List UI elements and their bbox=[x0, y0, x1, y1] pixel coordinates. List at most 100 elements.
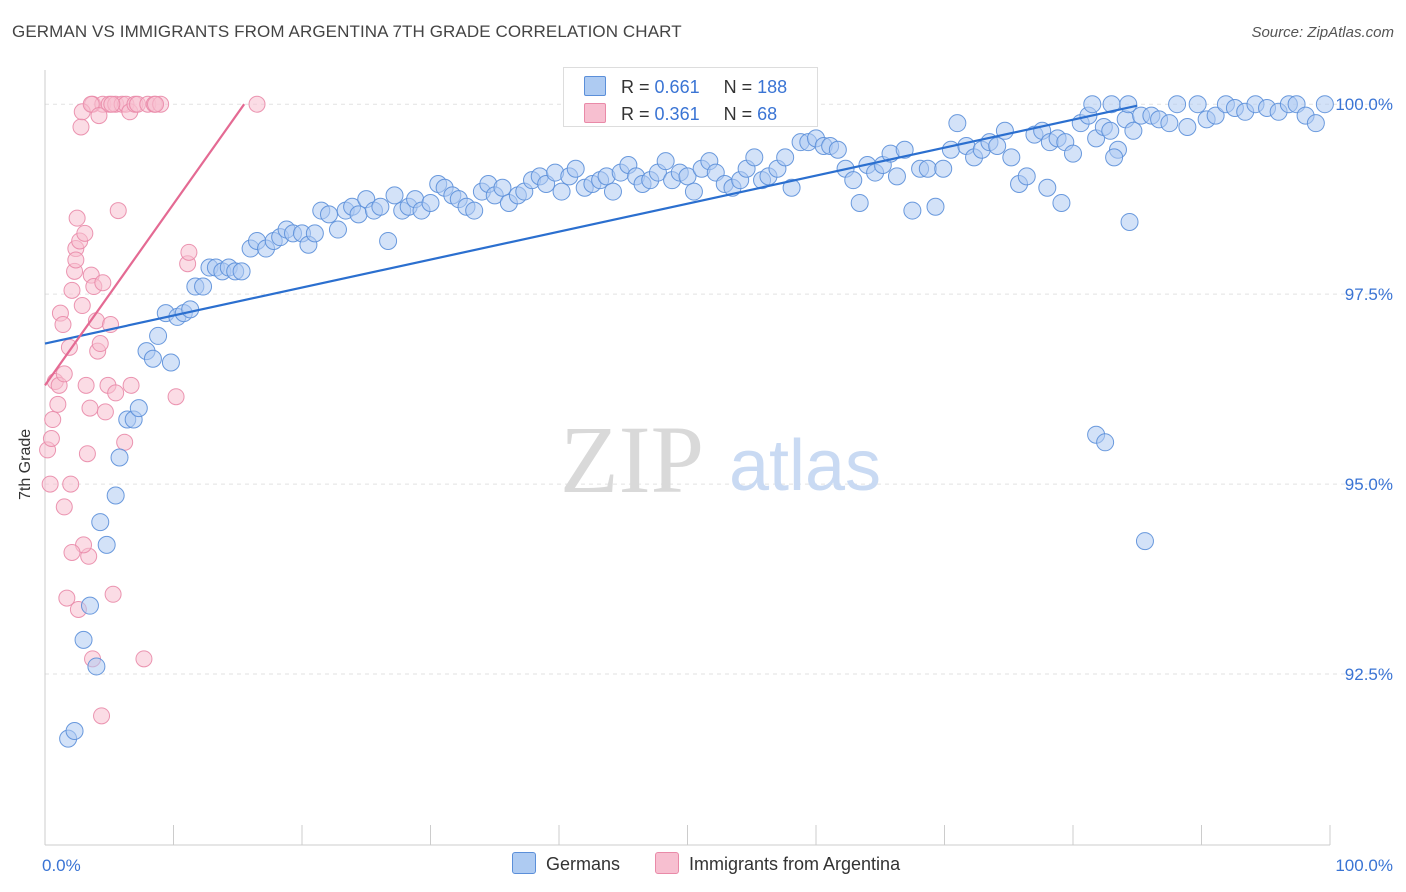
argentina-legend-swatch bbox=[655, 852, 679, 874]
argentina-points bbox=[39, 95, 266, 725]
argentina-point bbox=[93, 707, 111, 725]
german-point bbox=[305, 224, 324, 243]
gridlines bbox=[45, 103, 1390, 675]
german-point bbox=[87, 657, 106, 676]
german-point bbox=[74, 630, 93, 649]
german-point bbox=[80, 596, 99, 615]
german-point bbox=[1038, 178, 1057, 197]
german-point bbox=[1306, 114, 1325, 133]
legend-item-germans[interactable]: Germans bbox=[512, 852, 620, 875]
argentina-point bbox=[96, 403, 114, 421]
german-point bbox=[1168, 95, 1187, 114]
legend-item-argentina[interactable]: Immigrants from Argentina bbox=[655, 852, 900, 875]
legend-row-argentina: R = 0.361 N = 68 bbox=[584, 103, 777, 125]
argentina-point bbox=[54, 316, 72, 334]
germans-legend-swatch bbox=[512, 852, 536, 874]
argentina-point bbox=[62, 475, 80, 493]
german-point bbox=[934, 159, 953, 178]
argentina-point bbox=[42, 430, 60, 448]
german-point bbox=[97, 535, 116, 554]
y-tick-label: 97.5% bbox=[1345, 285, 1393, 304]
german-point bbox=[493, 178, 512, 197]
argentina-legend-label: Immigrants from Argentina bbox=[689, 854, 901, 874]
german-point bbox=[328, 220, 347, 239]
x-tick-label: 100.0% bbox=[1335, 856, 1393, 875]
german-point bbox=[941, 140, 960, 159]
german-point bbox=[1052, 193, 1071, 212]
source-label: Source: ZipAtlas.com bbox=[1251, 24, 1394, 41]
argentina-point bbox=[81, 399, 99, 417]
german-point bbox=[465, 201, 484, 220]
german-point bbox=[110, 448, 129, 467]
german-point bbox=[106, 486, 125, 505]
german-point bbox=[129, 399, 148, 418]
argentina-point bbox=[76, 224, 94, 242]
tick-labels: 100.0% 97.5% 95.0% 92.5% 0.0% 100.0% bbox=[42, 95, 1393, 875]
y-axis-label: 7th Grade bbox=[17, 428, 34, 500]
argentina-point bbox=[180, 243, 198, 261]
german-point bbox=[926, 197, 945, 216]
german-point bbox=[844, 171, 863, 190]
argentina-point bbox=[147, 95, 165, 113]
german-point bbox=[988, 136, 1007, 155]
german-point bbox=[1096, 433, 1115, 452]
argentina-point bbox=[73, 297, 91, 315]
german-point bbox=[181, 300, 200, 319]
german-point bbox=[1105, 148, 1124, 167]
german-point bbox=[1315, 95, 1334, 114]
argentina-point bbox=[63, 543, 81, 561]
german-point bbox=[1083, 95, 1102, 114]
german-point bbox=[1064, 144, 1082, 163]
german-point bbox=[782, 178, 801, 197]
argentina-point bbox=[78, 445, 96, 463]
german-point bbox=[1178, 117, 1197, 136]
german-point bbox=[349, 205, 368, 224]
germans-legend-label: Germans bbox=[546, 854, 621, 874]
legend-row-german: R = 0.661 N = 188 bbox=[584, 76, 787, 98]
german-point bbox=[143, 349, 162, 368]
german-point bbox=[319, 205, 338, 224]
german-point bbox=[1188, 95, 1207, 114]
german-point bbox=[1206, 106, 1225, 125]
german-point bbox=[232, 262, 251, 281]
german-point bbox=[149, 326, 168, 345]
argentina-point bbox=[77, 376, 95, 394]
german-n-label: N = bbox=[723, 77, 753, 97]
german-point bbox=[421, 193, 440, 212]
german-point bbox=[776, 148, 795, 167]
argentina-point bbox=[67, 251, 85, 269]
german-point bbox=[887, 167, 906, 186]
argentina-swatch bbox=[584, 103, 606, 123]
argentina-point bbox=[55, 498, 73, 516]
german-point bbox=[828, 140, 847, 159]
german-point bbox=[1124, 121, 1143, 140]
german-point bbox=[918, 159, 937, 178]
argentina-point bbox=[167, 388, 185, 406]
german-point bbox=[161, 353, 180, 372]
argentina-r-label: R = bbox=[621, 104, 650, 124]
watermark-zip: ZIP bbox=[560, 406, 704, 513]
german-point bbox=[1017, 167, 1036, 186]
german-point bbox=[65, 722, 84, 741]
german-swatch bbox=[584, 76, 606, 96]
argentina-point bbox=[109, 202, 127, 220]
watermark: ZIP atlas bbox=[560, 406, 881, 513]
argentina-point bbox=[107, 384, 125, 402]
german-point bbox=[1160, 114, 1179, 133]
argentina-point bbox=[68, 209, 86, 227]
german-point bbox=[91, 513, 110, 532]
german-trendline bbox=[44, 104, 1138, 345]
argentina-point bbox=[58, 589, 76, 607]
argentina-point bbox=[63, 281, 81, 299]
german-point bbox=[684, 182, 703, 201]
argentina-point bbox=[94, 274, 112, 292]
argentina-point bbox=[248, 95, 266, 113]
german-point bbox=[552, 182, 571, 201]
german-point bbox=[194, 277, 213, 296]
german-point bbox=[895, 140, 914, 159]
german-point bbox=[656, 152, 675, 171]
argentina-point bbox=[55, 365, 73, 383]
argentina-point bbox=[103, 95, 121, 113]
stats-legend: R = 0.661 N = 188 R = 0.361 N = 68 bbox=[563, 67, 818, 127]
